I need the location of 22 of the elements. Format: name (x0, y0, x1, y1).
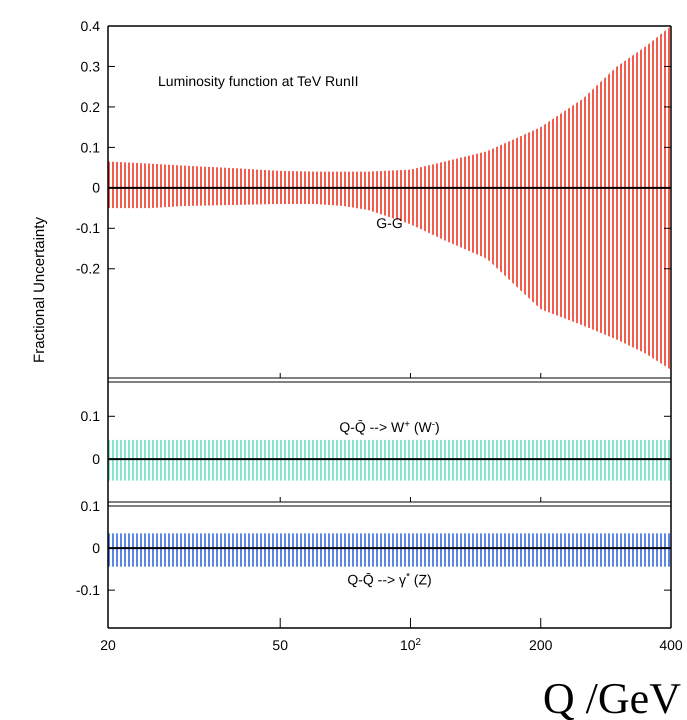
y-tick-label: -0.2 (76, 260, 100, 277)
y-tick-label: 0 (92, 180, 100, 196)
y-tick-label: 0.2 (80, 98, 100, 115)
y-tick-label: -0.1 (76, 220, 100, 236)
y-tick-label: 0.3 (80, 58, 100, 74)
series-label: Q-Q̄ --> γ$^{*}$ (Z) (347, 571, 432, 588)
y-tick-label: 0.1 (80, 139, 100, 156)
y-tick-label: -0.1 (76, 582, 100, 598)
series-label: G-G (376, 215, 403, 232)
y-tick-label: 0 (92, 540, 100, 556)
y-axis-title: Fractional Uncertainty (31, 216, 48, 363)
x-tick-label: 400 (659, 637, 683, 653)
y-tick-label: 0.1 (80, 408, 100, 424)
x-tick-label: 10$^{2}$ (400, 636, 421, 653)
annotation: Luminosity function at TeV RunII (158, 73, 359, 89)
y-tick-label: 0.4 (80, 18, 100, 34)
y-tick-label: 0.1 (80, 498, 100, 514)
y-tick-label: 0 (92, 451, 100, 468)
x-tick-label: 200 (529, 637, 553, 653)
x-tick-label: 20 (100, 637, 116, 653)
x-tick-label: 50 (272, 637, 288, 653)
series-label: Q-Q̄ --> W$^{+}$ (W$^{-}$) (339, 418, 440, 435)
